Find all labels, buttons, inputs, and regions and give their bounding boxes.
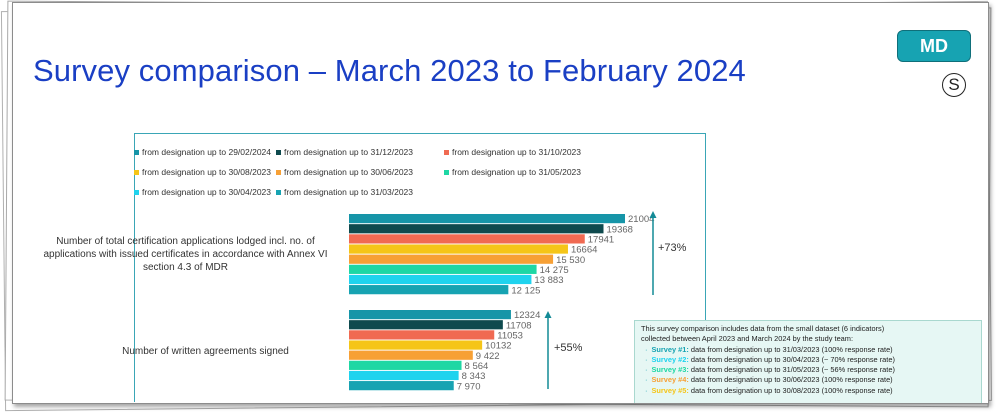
legend-item: from designation up to 30/08/2023 <box>134 167 271 177</box>
bar <box>349 224 604 234</box>
bar <box>349 244 568 254</box>
survey-description: data from designation up to 31/03/2023 (… <box>688 344 893 354</box>
bar-value-label: 8 564 <box>465 361 489 372</box>
slide-title: Survey comparison – March 2023 to Februa… <box>33 53 746 88</box>
survey-name: Survey #5: <box>651 385 689 395</box>
category-label-applications: Number of total certification applicatio… <box>43 236 328 273</box>
bar <box>349 310 511 320</box>
growth-annotation: +73% <box>658 242 687 254</box>
bar-value-label: 10132 <box>485 341 511 352</box>
bar-value-label: 8 343 <box>462 371 486 382</box>
survey-name: Survey #3: <box>651 365 689 375</box>
bar-value-label: 12324 <box>514 310 540 321</box>
bullet-icon: · <box>645 354 648 364</box>
bar <box>349 214 625 224</box>
legend-swatch <box>276 189 281 195</box>
bar <box>349 370 459 381</box>
bar-value-label: 14 275 <box>540 265 569 276</box>
bar <box>349 350 473 360</box>
legend-item: from designation up to 31/05/2023 <box>444 167 581 177</box>
bar-value-label: 13 883 <box>534 275 563 286</box>
legend-item: from designation up to 31/12/2023 <box>276 147 413 157</box>
legend-swatch <box>134 149 139 155</box>
legend-label: from designation up to 30/08/2023 <box>142 167 272 177</box>
bar <box>349 264 537 274</box>
bar <box>349 340 483 350</box>
bar <box>349 285 509 295</box>
survey-name: Survey #2: <box>651 354 689 364</box>
survey-description: data from designation up to 30/08/2023 (… <box>688 385 893 395</box>
bullet-icon: · <box>645 385 648 395</box>
legend-swatch <box>276 169 281 175</box>
legend-item: from designation up to 31/10/2023 <box>444 147 581 157</box>
legend-item: from designation up to 31/03/2023 <box>276 187 413 197</box>
bar-value-label: 21004 <box>628 214 654 225</box>
note-item: · Survey #1: data from designation up to … <box>641 345 975 355</box>
bar-value-label: 11053 <box>497 331 523 342</box>
legend-label: from designation up to 31/05/2023 <box>452 167 582 177</box>
bar <box>349 234 585 244</box>
bar-chart: 21004 12324 19368 11708 17941 11053 16664 10132… <box>349 211 687 392</box>
legend-item: from designation up to 30/06/2023 <box>276 167 413 177</box>
slide: Survey comparison – March 2023 to Februa… <box>12 2 989 404</box>
note-item: · Survey #2: data from designation up to … <box>641 355 975 365</box>
legend-swatch <box>134 189 139 195</box>
survey-note: This survey comparison includes data fro… <box>634 320 982 403</box>
bar <box>349 320 503 330</box>
legend-swatch <box>276 149 281 155</box>
legend-item: from designation up to 29/02/2024 <box>134 147 271 157</box>
bar <box>349 381 454 391</box>
category-label-agreements: Number of written agreements signed <box>122 346 289 357</box>
bar-value-label: 12 125 <box>511 285 540 296</box>
growth-annotation: +55% <box>554 342 583 354</box>
note-intro-2: collected between April 2023 and March 2… <box>641 334 853 344</box>
note-item: · Survey #3: data from designation up to … <box>641 365 975 375</box>
survey-description: data from designation up to 31/05/2023 (… <box>688 365 895 375</box>
bar-value-label: 16664 <box>571 245 597 256</box>
s-circle-icon: S <box>942 73 966 97</box>
bar <box>349 330 495 340</box>
legend-label: from designation up to 31/10/2023 <box>452 147 582 157</box>
legend-label: from designation up to 29/02/2024 <box>142 147 272 157</box>
legend-label: from designation up to 31/03/2023 <box>284 187 414 197</box>
chart-frame <box>134 133 706 402</box>
survey-name: Survey #4: <box>651 375 689 385</box>
bar-value-label: 19368 <box>607 224 633 235</box>
bullet-icon: · <box>645 344 648 354</box>
legend-swatch <box>444 169 449 175</box>
survey-description: data from designation up to 30/06/2023 (… <box>688 375 893 385</box>
bar-value-label: 9 422 <box>476 351 500 362</box>
bar-value-label: 11708 <box>506 320 532 331</box>
note-intro-1: This survey comparison includes data fro… <box>641 324 885 333</box>
bar <box>349 274 532 285</box>
growth-arrow-head <box>544 311 552 318</box>
note-item: · Survey #5: data from designation up to … <box>641 386 975 396</box>
legend-item: from designation up to 30/04/2023 <box>134 187 271 197</box>
legend-label: from designation up to 30/06/2023 <box>284 167 414 177</box>
note-item: · Survey #4: data from designation up to … <box>641 375 975 385</box>
bar <box>349 254 554 264</box>
legend-label: from designation up to 30/04/2023 <box>142 187 272 197</box>
legend-label: from designation up to 31/12/2023 <box>284 147 414 157</box>
note-items: · Survey #1: data from designation up to … <box>641 345 975 396</box>
bullet-icon: · <box>645 375 648 385</box>
bar-value-label: 17941 <box>588 235 614 246</box>
md-badge: MD <box>897 30 971 62</box>
bullet-icon: · <box>645 365 648 375</box>
growth-arrow-head <box>649 211 657 218</box>
legend-swatch <box>444 149 449 155</box>
bar-value-label: 15 530 <box>556 255 585 266</box>
legend-swatch <box>134 169 139 175</box>
bar-value-label: 7 970 <box>457 381 481 392</box>
survey-description: data from designation up to 30/04/2023 (… <box>688 354 895 364</box>
bar <box>349 360 462 370</box>
survey-name: Survey #1: <box>651 344 689 354</box>
